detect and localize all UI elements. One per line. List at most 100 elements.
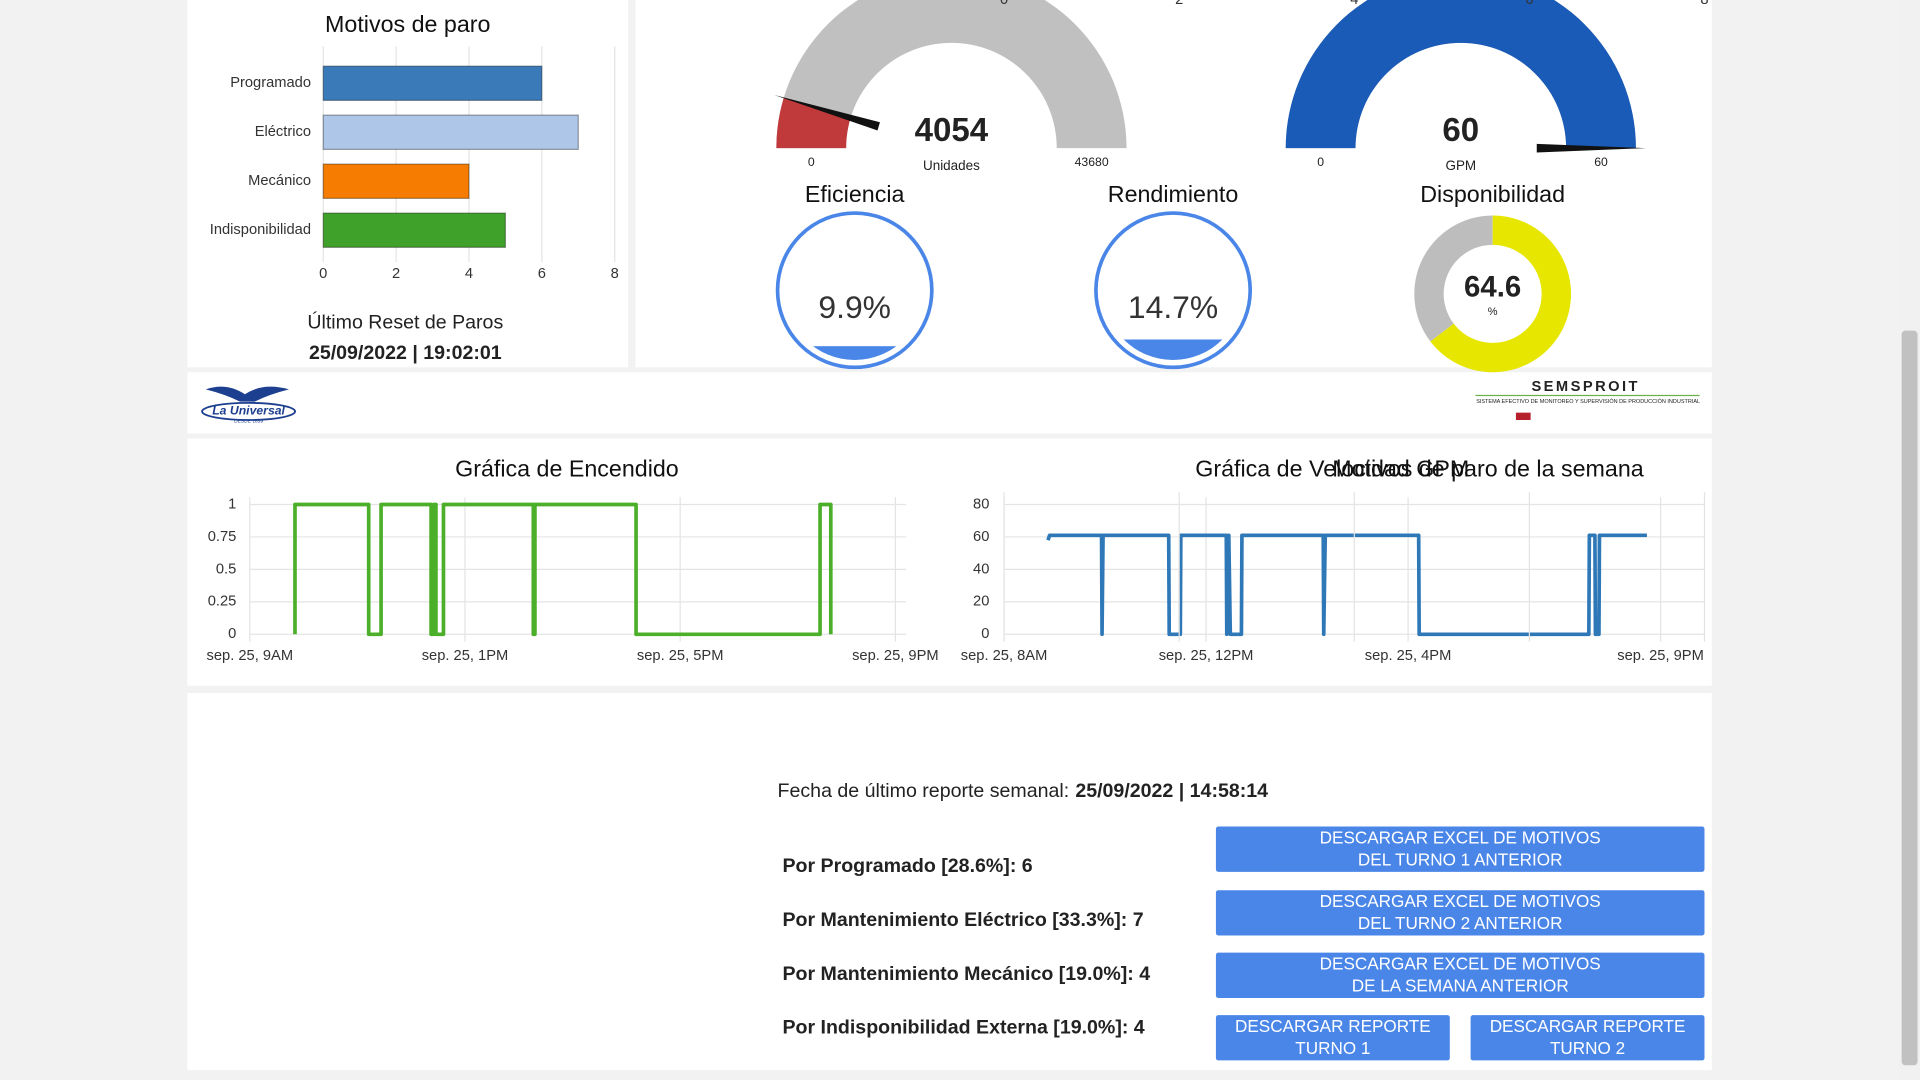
date-value: 25/09/2022 | 14:58:14 xyxy=(1075,780,1268,802)
gauge-unit: GPM xyxy=(1445,158,1476,173)
gauge: 4054 Unidades 0 43680 xyxy=(774,0,1127,173)
left-logo: La Universal DESDE 1859 xyxy=(201,386,297,425)
scrollbar-thumb[interactable] xyxy=(1901,330,1918,1066)
x-tick-label: 0 xyxy=(1000,0,1008,8)
report-line: Por Mantenimiento Eléctrico [33.3%]: 7 xyxy=(782,909,1143,931)
x-tick-label: 4 xyxy=(1350,0,1358,8)
y-tick-label: 0 xyxy=(228,626,236,642)
x-tick-label: sep. 25, 9AM xyxy=(207,648,294,664)
bar-chart: Motivos de paro de la semana02468Program… xyxy=(1000,0,1709,642)
chart-title: Gráfica de Velocidad GPM xyxy=(1195,455,1469,481)
bar xyxy=(322,114,579,150)
button-label: TURNO 2 xyxy=(1550,1038,1625,1058)
series-line xyxy=(293,502,833,637)
x-tick-label: 4 xyxy=(465,266,473,282)
y-tick-label: 1 xyxy=(228,496,236,512)
button-label: DEL TURNO 2 ANTERIOR xyxy=(1358,913,1563,933)
gauge-tick-label: 43680 xyxy=(1075,155,1109,169)
button-bg xyxy=(1215,826,1705,872)
category-label: Indisponibilidad xyxy=(210,222,311,238)
report-line: Por Indisponibilidad Externa [19.0%]: 4 xyxy=(782,1017,1144,1039)
bar xyxy=(322,163,470,199)
x-tick-label: sep. 25, 8AM xyxy=(961,648,1048,664)
chart-title: Rendimiento xyxy=(1108,181,1239,207)
y-tick-label: 80 xyxy=(973,496,989,512)
gauge-tick-label: 60 xyxy=(1594,155,1608,169)
x-tick-label: sep. 25, 5PM xyxy=(637,648,724,664)
button-bg xyxy=(1215,952,1705,998)
gauge-unit: Unidades xyxy=(923,158,980,173)
x-tick-label: 6 xyxy=(538,266,546,282)
panel xyxy=(187,693,1712,1071)
series-line xyxy=(1046,533,1647,637)
logo-strip xyxy=(187,372,1712,434)
x-tick-label: 8 xyxy=(611,266,619,282)
gauge-needle xyxy=(774,95,880,131)
button-bg xyxy=(1470,1015,1705,1061)
x-tick-label: sep. 25, 4PM xyxy=(1365,648,1452,664)
y-tick-label: 0 xyxy=(981,626,989,642)
bar-chart: Motivos de paro 0 2 4 6 8 Programado Eléctrico M… xyxy=(210,11,619,282)
y-tick-label: 20 xyxy=(973,594,989,610)
liquid-value: 9.9% xyxy=(818,289,891,325)
button-label: DESCARGAR EXCEL DE MOTIVOS xyxy=(1320,953,1601,973)
button-bg xyxy=(1215,1015,1450,1061)
x-tick-label: sep. 25, 12PM xyxy=(1159,648,1254,664)
button-label: DESCARGAR REPORTE xyxy=(1490,1016,1686,1036)
chart-title: Eficiencia xyxy=(805,181,905,207)
logo-tagline: SISTEMA EFECTIVO DE MONITOREO Y SUPERVIS… xyxy=(1476,398,1700,405)
panel xyxy=(187,438,1712,686)
y-tick-label: 0.5 xyxy=(216,561,236,577)
liquid-gauge: Eficiencia 9.9% xyxy=(775,181,934,370)
gauge-tick-label: 0 xyxy=(1317,155,1324,169)
date-label: Fecha de último reporte semanal: xyxy=(778,780,1070,802)
gauge-tick-label: 0 xyxy=(808,155,815,169)
liquid-outline xyxy=(1094,211,1253,370)
category-label: Eléctrico xyxy=(255,124,311,140)
category-label: Programado xyxy=(230,75,311,91)
gauge: 60 GPM 0 60 xyxy=(1285,0,1646,173)
report-line: Por Mantenimiento Mecánico [19.0%]: 4 xyxy=(782,963,1150,985)
liquid-outline xyxy=(775,211,934,370)
donut-unit: % xyxy=(1488,306,1498,318)
gauge-value xyxy=(1285,0,1636,149)
y-tick-label: 0.25 xyxy=(208,594,237,610)
gauge-value-label: 60 xyxy=(1442,112,1479,149)
logo-name: SEMSPROIT xyxy=(1531,379,1640,395)
line-chart: Gráfica de Velocidad GPM 0 20 40 60 80 sep. 25… xyxy=(961,455,1705,664)
chart-title: Gráfica de Encendido xyxy=(455,455,679,481)
logo-tagline: DESDE 1859 xyxy=(234,419,263,425)
donut-value xyxy=(1430,215,1572,373)
gauge-value-label: 4054 xyxy=(915,112,989,149)
bar xyxy=(322,65,543,102)
y-tick-label: 0.75 xyxy=(208,529,237,545)
eagle xyxy=(205,386,289,402)
gauge-track xyxy=(776,0,1127,149)
x-tick-label: 6 xyxy=(1525,0,1533,8)
button-bg xyxy=(1215,890,1705,936)
chart-title: Motivos de paro xyxy=(325,11,490,37)
x-tick-label: 2 xyxy=(1175,0,1183,8)
gauge-needle xyxy=(1536,143,1646,153)
x-tick-label: sep. 25, 9PM xyxy=(852,648,939,664)
liquid-gauge: Rendimiento 14.7% xyxy=(1094,181,1253,370)
logo-ring xyxy=(201,401,297,421)
right-logo: SEMSPROIT SISTEMA EFECTIVO DE MONITOREO … xyxy=(1475,379,1700,420)
liquid-value: 14.7% xyxy=(1128,289,1218,325)
y-tick-label: 40 xyxy=(973,561,989,577)
donut-rest xyxy=(1414,215,1493,342)
donut-value-label: 64.6 xyxy=(1464,271,1521,304)
y-tick-label: 60 xyxy=(973,529,989,545)
x-tick-label: 0 xyxy=(319,266,327,282)
logo-name: La Universal xyxy=(212,404,285,418)
button-label: TURNO 1 xyxy=(1295,1038,1370,1058)
report-line: Por Programado [28.6%]: 6 xyxy=(782,855,1032,877)
donut: Disponibilidad 64.6% xyxy=(1414,181,1572,373)
